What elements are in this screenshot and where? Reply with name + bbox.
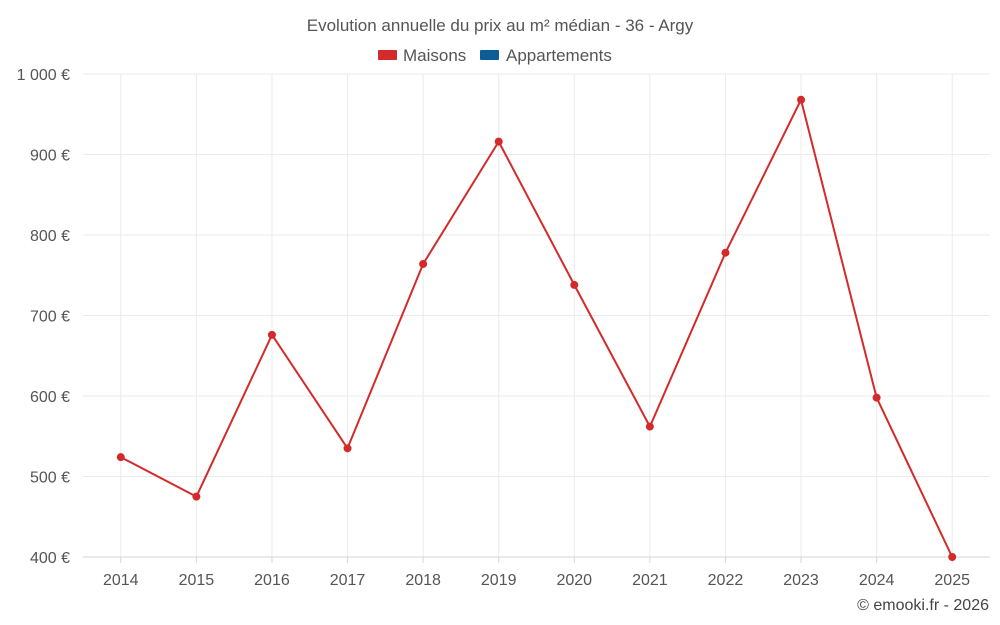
x-tick-label: 2014 [103, 572, 139, 589]
x-tick-label: 2019 [481, 572, 517, 589]
y-tick-label: 400 € [30, 550, 70, 567]
y-tick-label: 700 € [30, 309, 70, 326]
legend-swatch-appartements[interactable] [480, 50, 499, 60]
data-point[interactable] [721, 248, 730, 257]
data-point[interactable] [570, 280, 579, 289]
data-point[interactable] [797, 95, 806, 104]
x-tick-label: 2020 [556, 572, 592, 589]
legend: Maisons Appartements [378, 46, 612, 65]
x-tick-label: 2016 [254, 572, 290, 589]
x-tick-label: 2018 [405, 572, 441, 589]
x-tick-label: 2023 [783, 572, 819, 589]
y-tick-label: 800 € [30, 228, 70, 245]
legend-label-appartements[interactable]: Appartements [506, 46, 612, 65]
data-point[interactable] [645, 422, 654, 431]
y-tick-label: 500 € [30, 470, 70, 487]
data-point[interactable] [116, 453, 125, 462]
data-point[interactable] [192, 492, 201, 501]
data-point[interactable] [419, 259, 428, 268]
y-tick-label: 900 € [30, 148, 70, 165]
data-point[interactable] [343, 444, 352, 453]
y-tick-label: 1 000 € [17, 67, 70, 84]
x-tick-label: 2025 [934, 572, 970, 589]
data-point[interactable] [494, 137, 503, 146]
series-line-maisons [120, 98, 954, 558]
chart-title: Evolution annuelle du prix au m² médian … [307, 16, 694, 35]
legend-label-maisons[interactable]: Maisons [403, 46, 466, 65]
x-tick-label: 2024 [859, 572, 895, 589]
data-point[interactable] [267, 330, 276, 339]
legend-swatch-maisons[interactable] [378, 50, 397, 60]
y-tick-label: 600 € [30, 389, 70, 406]
series-layer [116, 95, 957, 561]
credit-text: © emooki.fr - 2026 [857, 597, 989, 614]
x-tick-label: 2022 [708, 572, 744, 589]
x-tick-label: 2017 [330, 572, 366, 589]
x-tick-label: 2021 [632, 572, 668, 589]
data-point[interactable] [948, 553, 957, 561]
axes: 400 € 500 € 600 € 700 € 800 € 900 € 1 000 € 201… [17, 67, 990, 589]
grid [83, 73, 990, 557]
x-tick-label: 2015 [179, 572, 215, 589]
data-point[interactable] [872, 393, 881, 402]
